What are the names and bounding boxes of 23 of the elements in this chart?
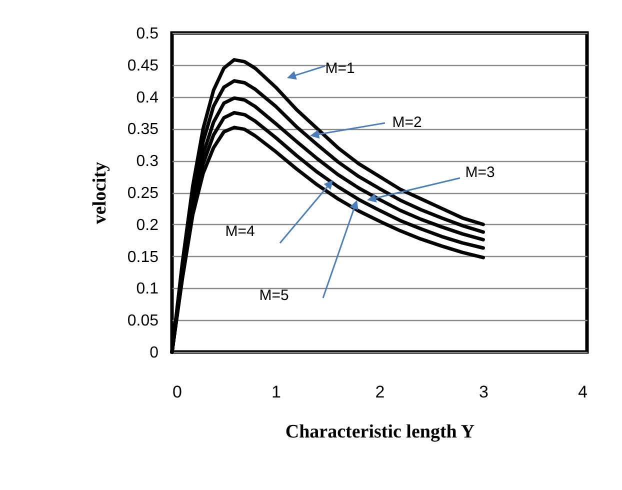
y-tick-label: 0.3 (136, 153, 159, 170)
y-tick-label: 0.2 (136, 216, 159, 234)
x-tick-label: 4 (578, 382, 588, 402)
y-tick-label: 0.25 (127, 185, 159, 202)
y-tick-label: 0.5 (136, 26, 159, 42)
y-tick-label: 0 (150, 344, 159, 362)
x-tick-label: 1 (272, 382, 281, 402)
annotation: M=1 (325, 60, 355, 77)
x-tick-label: 0 (172, 382, 182, 402)
x-axis-title: Characteristic length Y (285, 422, 475, 442)
y-tick-label: 0.05 (127, 312, 159, 330)
annotation: M=2 (392, 114, 422, 131)
x-tick-label: 3 (479, 382, 488, 402)
annotation: M=3 (465, 164, 495, 181)
y-tick-label: 0.4 (136, 89, 159, 106)
annotation: M=5 (259, 287, 289, 304)
y-tick-label: 0.35 (127, 121, 159, 138)
y-axis-title: velocity (89, 161, 110, 224)
y-tick-label: 0.45 (127, 57, 159, 74)
x-tick-label: 2 (375, 382, 385, 402)
y-tick-label: 0.15 (127, 248, 159, 266)
annotation: M=4 (225, 223, 255, 240)
y-tick-label: 0.1 (136, 280, 159, 298)
